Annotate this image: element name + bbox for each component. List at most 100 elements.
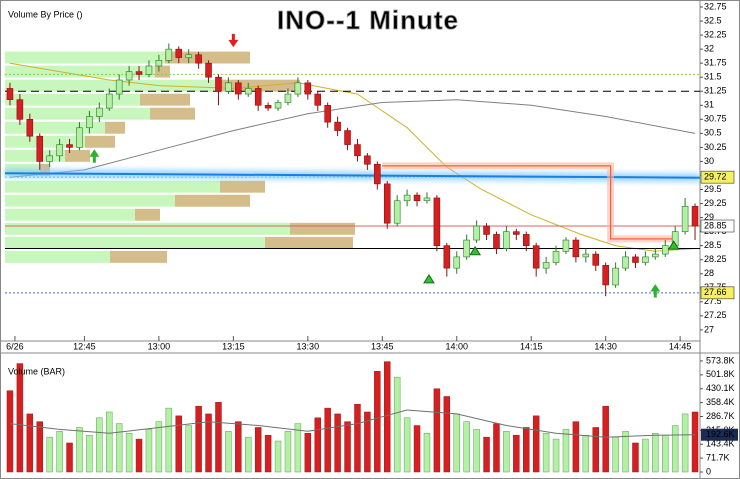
volume-tick-label: 0 xyxy=(706,466,711,476)
volume-bar xyxy=(145,429,153,473)
signal-marker xyxy=(228,33,239,48)
volume-bar xyxy=(632,442,639,473)
volume-bar xyxy=(304,433,312,473)
y-tick-label: 27 xyxy=(704,324,714,334)
volume-bar xyxy=(76,427,83,473)
x-tick-label: 6/26 xyxy=(6,341,24,351)
candle-body xyxy=(344,130,351,145)
volume-bar xyxy=(552,438,560,473)
candle-body xyxy=(393,200,401,224)
volume-bar xyxy=(16,363,24,473)
volume-bar xyxy=(582,434,590,473)
y-tick-label: 28.5 xyxy=(704,240,722,250)
volume-bar xyxy=(384,361,391,473)
volume-last-tag xyxy=(701,428,738,441)
volume-bar xyxy=(592,427,599,473)
y-tick-label: 30.75 xyxy=(704,114,727,124)
volume-last-label: 192.6K xyxy=(706,429,735,439)
candle-body xyxy=(532,245,540,269)
volume-bar xyxy=(681,413,689,473)
candle-body xyxy=(652,253,659,258)
candle-body xyxy=(205,62,212,78)
volume-bar xyxy=(602,405,609,473)
volume-tick-label: 430.1K xyxy=(706,383,735,393)
y-tick-label: 32 xyxy=(704,44,714,54)
volume-title: Volume (BAR) xyxy=(8,366,65,376)
level-tag xyxy=(700,286,735,300)
y-tick-label: 32.75 xyxy=(704,1,727,11)
profile-up xyxy=(5,194,175,207)
volume-bar xyxy=(274,440,282,473)
signal-marker xyxy=(423,273,435,284)
volume-bar xyxy=(6,390,14,473)
profile-up xyxy=(5,250,110,263)
candle-body xyxy=(225,82,232,92)
profile-down xyxy=(110,250,167,263)
level-tag-label: 29.72 xyxy=(704,172,727,182)
volume-bar xyxy=(542,433,550,473)
signal-marker xyxy=(89,149,100,163)
volume-bar xyxy=(453,413,460,473)
candle-body xyxy=(423,197,431,202)
volume-bar xyxy=(284,431,292,473)
y-tick-label: 32.5 xyxy=(704,15,722,25)
candle-body xyxy=(46,155,53,162)
volume-bar xyxy=(671,425,679,473)
volume-bar xyxy=(393,376,401,473)
volume-bar xyxy=(622,431,629,473)
candle-body xyxy=(691,206,699,227)
moving-average xyxy=(9,99,696,178)
candle-body xyxy=(493,234,500,249)
candle-body xyxy=(254,88,262,106)
level-tag xyxy=(700,170,735,184)
profile-down xyxy=(65,149,90,162)
y-tick-label: 31.25 xyxy=(704,86,727,96)
volume-bar xyxy=(106,411,113,473)
profile-up xyxy=(5,135,85,148)
volume-bar xyxy=(532,415,540,473)
candle-body xyxy=(66,144,73,148)
candle-body xyxy=(443,245,451,269)
signal-marker xyxy=(667,240,680,250)
x-tick-label: 13:00 xyxy=(148,341,171,351)
volume-bar xyxy=(612,436,619,473)
x-tick-label: 14:00 xyxy=(445,341,468,351)
profile-up xyxy=(5,93,140,106)
candle-body xyxy=(215,76,222,92)
volume-bar xyxy=(115,423,123,473)
profile-down xyxy=(290,222,355,235)
x-tick-label: 14:45 xyxy=(669,341,692,351)
candle-body xyxy=(582,253,590,258)
candle-body xyxy=(572,239,580,258)
candle-body xyxy=(473,225,480,241)
volume-bar xyxy=(155,421,163,473)
volume-bar xyxy=(254,427,262,473)
volume-bar xyxy=(443,396,451,473)
volume-bar xyxy=(56,431,63,473)
candle-body xyxy=(383,183,391,224)
volume-tick-label: 143.4K xyxy=(706,439,735,449)
candle-body xyxy=(364,155,371,165)
x-tick-label: 13:30 xyxy=(297,341,320,351)
y-tick-label: 30 xyxy=(704,156,714,166)
volume-bar xyxy=(46,436,53,473)
volume-bar xyxy=(334,413,341,473)
volume-bar xyxy=(264,434,272,473)
profile-down xyxy=(220,180,265,193)
profile-down xyxy=(155,65,170,78)
candle-body xyxy=(632,256,639,263)
candle-body xyxy=(354,144,361,157)
profile-up xyxy=(5,51,165,64)
box-line xyxy=(382,165,676,240)
volume-bar xyxy=(413,425,421,473)
volume-bar xyxy=(165,407,173,473)
volume-bar xyxy=(96,417,103,473)
candle-body xyxy=(185,54,192,58)
candle-body xyxy=(483,225,490,235)
candle-body xyxy=(602,265,609,286)
y-tick-label: 29.25 xyxy=(704,198,727,208)
candle-body xyxy=(36,135,44,162)
candle-body xyxy=(175,48,183,58)
volume-bar xyxy=(125,433,133,473)
